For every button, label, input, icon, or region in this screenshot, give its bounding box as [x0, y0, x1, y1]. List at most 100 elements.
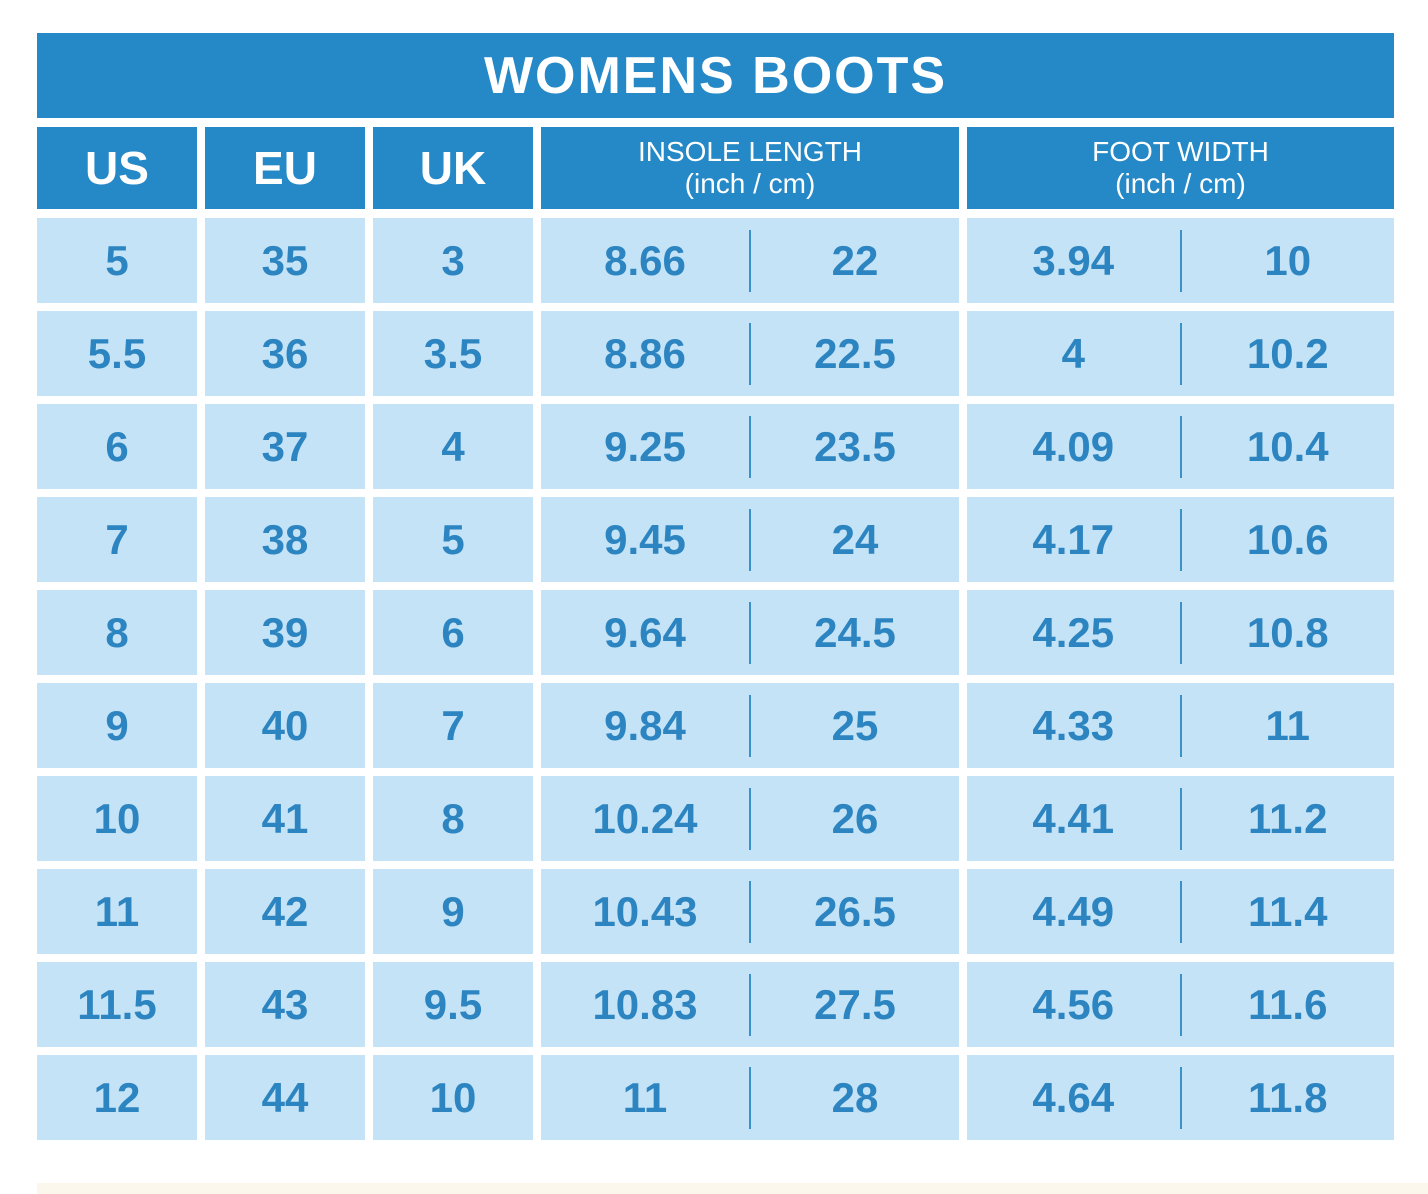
- cell-insole-length: 9.84 25: [541, 683, 959, 768]
- foot-width-cm-value: 10.2: [1246, 329, 1329, 377]
- cell-uk-size: 7: [373, 683, 533, 768]
- table-row: 8 39 6 9.64 24.5 4.25 10.8: [37, 590, 1394, 675]
- cell-insole-length: 9.25 23.5: [541, 404, 959, 489]
- table-row: 5 35 3 8.66 22 3.94 10: [37, 218, 1394, 303]
- cell-insole-length: 9.64 24.5: [541, 590, 959, 675]
- cell-foot-width: 3.94 10: [967, 218, 1394, 303]
- table-row: 10 41 8 10.24 26 4.41 11.2: [37, 776, 1394, 861]
- inch-cm-divider: [1179, 229, 1182, 292]
- uk-size-value: 8: [441, 794, 465, 842]
- column-header-eu: EU: [205, 127, 365, 209]
- eu-size-value: 41: [261, 794, 309, 842]
- inch-cm-divider: [1179, 601, 1182, 664]
- table-row: 5.5 36 3.5 8.86 22.5 4 10.2: [37, 311, 1394, 396]
- table-row: 12 44 10 11 28 4.64 11.8: [37, 1055, 1394, 1140]
- foot-width-cm-value: 11.6: [1248, 980, 1328, 1028]
- cell-eu-size: 40: [205, 683, 365, 768]
- insole-inch-value: 10.24: [592, 794, 698, 842]
- foot-width-inch-value: 4.49: [1032, 887, 1115, 935]
- foot-width-cm-value: 11.8: [1248, 1073, 1328, 1121]
- cell-insole-length: 11 28: [541, 1055, 959, 1140]
- inch-cm-divider: [1179, 415, 1182, 478]
- eu-size-value: 42: [261, 887, 309, 935]
- inch-cm-divider: [1179, 694, 1182, 757]
- column-header-us-label: US: [85, 142, 149, 194]
- cell-uk-size: 9: [373, 869, 533, 954]
- foot-width-inch-value: 4.17: [1032, 515, 1115, 563]
- uk-size-value: 7: [441, 701, 465, 749]
- eu-size-value: 38: [261, 515, 309, 563]
- cell-us-size: 10: [37, 776, 197, 861]
- foot-width-inch-value: 4.09: [1032, 422, 1115, 470]
- foot-width-cm-value: 10: [1264, 236, 1312, 284]
- cell-uk-size: 8: [373, 776, 533, 861]
- uk-size-value: 5: [441, 515, 465, 563]
- foot-width-cm-value: 11.2: [1248, 794, 1328, 842]
- inch-cm-divider: [749, 880, 751, 943]
- cell-insole-length: 10.43 26.5: [541, 869, 959, 954]
- insole-length-label: INSOLE LENGTH: [637, 135, 863, 167]
- cell-us-size: 7: [37, 497, 197, 582]
- insole-length-units: (inch / cm): [684, 168, 816, 199]
- cell-insole-length: 9.45 24: [541, 497, 959, 582]
- us-size-value: 11: [94, 887, 140, 935]
- us-size-value: 6: [105, 422, 129, 470]
- cell-eu-size: 37: [205, 404, 365, 489]
- cell-foot-width: 4.25 10.8: [967, 590, 1394, 675]
- inch-cm-divider: [1179, 322, 1182, 385]
- eu-size-value: 40: [261, 701, 309, 749]
- insole-cm-value: 24: [831, 515, 879, 563]
- cell-foot-width: 4.64 11.8: [967, 1055, 1394, 1140]
- inch-cm-divider: [749, 601, 751, 664]
- uk-size-value: 3.5: [423, 329, 483, 377]
- inch-cm-divider: [1179, 973, 1182, 1036]
- cell-uk-size: 4: [373, 404, 533, 489]
- eu-size-value: 37: [261, 422, 309, 470]
- cell-insole-length: 8.86 22.5: [541, 311, 959, 396]
- us-size-value: 9: [105, 701, 129, 749]
- cell-foot-width: 4.41 11.2: [967, 776, 1394, 861]
- cell-eu-size: 41: [205, 776, 365, 861]
- foot-width-cm-value: 11: [1265, 701, 1310, 749]
- insole-cm-value: 27.5: [814, 980, 896, 1028]
- insole-cm-value: 23.5: [814, 422, 896, 470]
- us-size-value: 8: [105, 608, 129, 656]
- foot-width-units: (inch / cm): [1115, 168, 1246, 199]
- foot-width-inch-value: 3.94: [1032, 236, 1115, 284]
- eu-size-value: 43: [261, 980, 309, 1028]
- cell-us-size: 9: [37, 683, 197, 768]
- foot-width-inch-value: 4.41: [1032, 794, 1115, 842]
- table-row: 6 37 4 9.25 23.5 4.09 10.4: [37, 404, 1394, 489]
- cell-uk-size: 10: [373, 1055, 533, 1140]
- uk-size-value: 6: [441, 608, 465, 656]
- inch-cm-divider: [1179, 1066, 1182, 1129]
- cell-eu-size: 42: [205, 869, 365, 954]
- chart-title-bar: WOMENS BOOTS: [37, 33, 1394, 118]
- size-chart: WOMENS BOOTS US EU UK INSOLE LENGTH (inc…: [37, 33, 1394, 1148]
- cell-uk-size: 3.5: [373, 311, 533, 396]
- cell-foot-width: 4.17 10.6: [967, 497, 1394, 582]
- cell-us-size: 11: [37, 869, 197, 954]
- inch-cm-divider: [1179, 880, 1182, 943]
- bottom-edge-strip: [37, 1183, 1428, 1194]
- us-size-value: 10: [93, 794, 141, 842]
- cell-us-size: 12: [37, 1055, 197, 1140]
- cell-foot-width: 4.33 11: [967, 683, 1394, 768]
- insole-inch-value: 11: [622, 1073, 668, 1121]
- foot-width-inch-value: 4: [1061, 329, 1085, 377]
- insole-cm-value: 26: [831, 794, 879, 842]
- inch-cm-divider: [749, 694, 751, 757]
- cell-uk-size: 5: [373, 497, 533, 582]
- inch-cm-divider: [749, 973, 751, 1036]
- column-header-insole-length: INSOLE LENGTH (inch / cm): [541, 127, 959, 209]
- insole-cm-value: 26.5: [814, 887, 896, 935]
- insole-inch-value: 8.66: [604, 236, 686, 284]
- insole-inch-value: 10.43: [592, 887, 698, 935]
- table-header-row: US EU UK INSOLE LENGTH (inch / cm) FOOT …: [37, 127, 1394, 209]
- inch-cm-divider: [749, 229, 751, 292]
- foot-width-cm-value: 10.6: [1246, 515, 1329, 563]
- insole-inch-value: 9.25: [604, 422, 686, 470]
- uk-size-value: 3: [441, 236, 465, 284]
- foot-width-cm-value: 10.8: [1246, 608, 1329, 656]
- cell-foot-width: 4.09 10.4: [967, 404, 1394, 489]
